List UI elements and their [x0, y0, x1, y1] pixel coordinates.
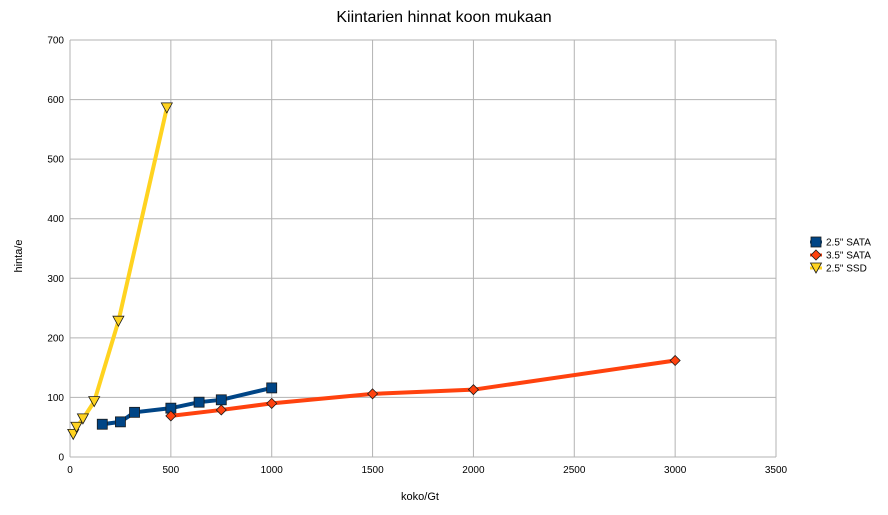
x-tick-label: 3500: [765, 465, 788, 476]
legend-label: 2.5" SSD: [826, 264, 867, 275]
series-line: [71, 107, 169, 436]
y-tick-label: 200: [47, 333, 64, 344]
data-point: [193, 396, 205, 408]
data-point: [215, 404, 227, 416]
series-0: [96, 382, 278, 430]
legend-label: 3.5" SATA: [826, 251, 871, 262]
data-point: [129, 406, 140, 418]
x-tick-label: 2500: [563, 465, 586, 476]
chart-title: Kiintarien hinnat koon mukaan: [336, 9, 551, 26]
series-layer: [67, 102, 681, 441]
series-1: [165, 354, 681, 422]
data-point: [115, 416, 126, 428]
y-tick-label: 700: [47, 36, 64, 47]
gridlines: [69, 39, 777, 458]
data-point: [165, 410, 177, 422]
y-tick-label: 600: [47, 95, 64, 106]
data-point: [266, 382, 278, 394]
legend-entry: 2.5" SATA: [810, 236, 871, 249]
series-line: [170, 358, 676, 418]
data-point: [76, 413, 90, 425]
legend-marker: [810, 249, 822, 261]
y-tick-label: 0: [58, 453, 64, 464]
data-point: [112, 315, 125, 328]
y-tick-label: 500: [47, 155, 64, 166]
legend-label: 2.5" SATA: [826, 238, 871, 249]
data-point: [215, 394, 227, 406]
legend-entry: 2.5" SSD: [809, 262, 867, 275]
data-point: [160, 102, 173, 114]
x-axis-title: koko/Gt: [401, 491, 439, 503]
data-point: [467, 384, 479, 396]
x-tick-label: 2000: [462, 465, 485, 476]
x-tick-label: 1000: [261, 465, 284, 476]
legend-entry: 3.5" SATA: [810, 249, 871, 262]
data-point: [367, 388, 379, 400]
y-tick-label: 400: [47, 214, 64, 225]
data-point: [96, 418, 108, 430]
x-tick-label: 0: [67, 465, 73, 476]
x-tick-label: 500: [163, 465, 180, 476]
data-point: [669, 354, 681, 367]
legend: 2.5" SATA 3.5" SATA 2.5" SSD: [809, 236, 871, 275]
y-tick-label: 300: [47, 274, 64, 285]
axes: 0 100 200 300 400 500 600 700 0 500 1000 1500 2000 25…: [47, 36, 787, 477]
y-tick-label: 100: [47, 393, 64, 404]
legend-marker: [810, 236, 822, 248]
y-axis-title: hinta/e: [13, 239, 25, 272]
x-tick-label: 3000: [664, 465, 687, 476]
data-point: [266, 397, 278, 409]
x-tick-label: 1500: [361, 465, 384, 476]
data-point: [70, 421, 83, 434]
legend-marker: [809, 262, 823, 274]
series-2: [67, 102, 173, 441]
data-point: [88, 396, 101, 408]
